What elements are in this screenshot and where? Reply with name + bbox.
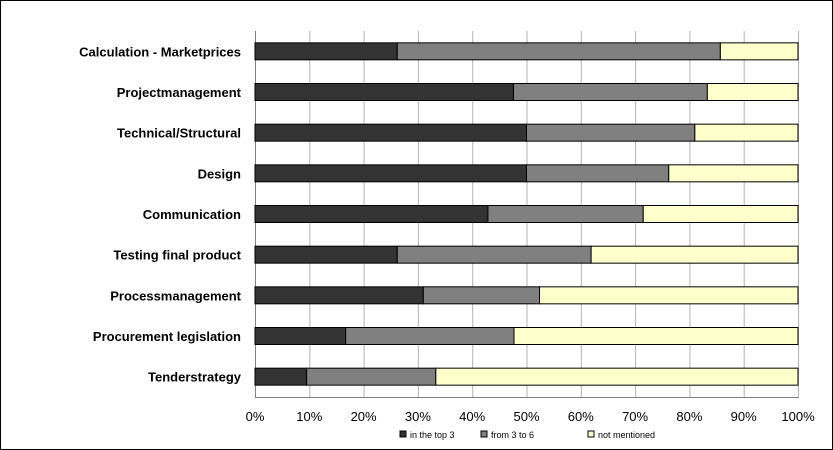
category-label: Technical/Structural: [117, 126, 241, 141]
category-label: Calculation - Marketprices: [79, 44, 241, 59]
bar-segment: [526, 123, 696, 142]
legend-label: in the top 3: [410, 430, 455, 440]
category-label: Tenderstrategy: [148, 370, 242, 385]
bar-segment: [254, 327, 347, 345]
bar-segment: [254, 367, 308, 386]
bar-segment: [512, 83, 708, 101]
legend-label: from 3 to 6: [491, 430, 534, 440]
category-label: Communication: [143, 207, 241, 222]
legend-swatch: [587, 430, 595, 438]
bar-segment: [719, 42, 799, 61]
bar-segment: [254, 205, 489, 223]
x-tick-label: 30%: [405, 409, 431, 424]
x-tick-labels: 0% 10% 20% 30% 40% 50% 60% 70% 80% 90% 100%: [246, 409, 815, 424]
legend-swatch: [399, 430, 407, 438]
legend: in the top 3 from 3 to 6 not mentioned: [399, 430, 655, 440]
bar-segment: [422, 286, 541, 305]
bar-segment: [306, 367, 437, 386]
bar-segment: [254, 83, 514, 101]
bars: [254, 42, 799, 386]
bar-segment: [345, 327, 515, 345]
bar-segment: [254, 42, 398, 61]
category-label: Processmanagement: [110, 288, 241, 303]
bar-segment: [668, 164, 799, 183]
bar-segment: [254, 286, 424, 305]
category-label: Design: [198, 166, 241, 181]
x-tick-label: 0%: [246, 409, 265, 424]
category-labels: Calculation - Marketprices Projectmanagem…: [79, 44, 242, 384]
category-label: Testing final product: [113, 248, 241, 263]
x-tick-label: 60%: [568, 409, 594, 424]
bar-segment: [513, 327, 799, 345]
x-tick-label: 100%: [781, 409, 815, 424]
bar-segment: [254, 123, 527, 142]
category-label: Procurement legislation: [93, 329, 241, 344]
bar-segment: [590, 245, 799, 264]
legend-swatch: [480, 430, 488, 438]
x-tick-label: 70%: [622, 409, 648, 424]
category-label: Projectmanagement: [117, 85, 242, 100]
x-tick-label: 40%: [459, 409, 485, 424]
bar-segment: [487, 205, 644, 223]
bar-segment: [642, 205, 799, 223]
bar-segment: [435, 367, 799, 386]
bar-segment: [396, 245, 592, 264]
bar-segment: [706, 83, 799, 101]
bar-segment: [254, 164, 527, 183]
bar-segment: [254, 245, 398, 264]
bar-segment: [694, 123, 799, 142]
x-tick-label: 20%: [351, 409, 377, 424]
x-tick-label: 10%: [296, 409, 322, 424]
bar-segment: [539, 286, 799, 305]
bar-segment: [396, 42, 721, 61]
x-tick-label: 50%: [513, 409, 539, 424]
x-tick-label: 90%: [731, 409, 757, 424]
x-tick-label: 80%: [676, 409, 702, 424]
legend-label: not mentioned: [598, 430, 655, 440]
bar-segment: [526, 164, 670, 183]
